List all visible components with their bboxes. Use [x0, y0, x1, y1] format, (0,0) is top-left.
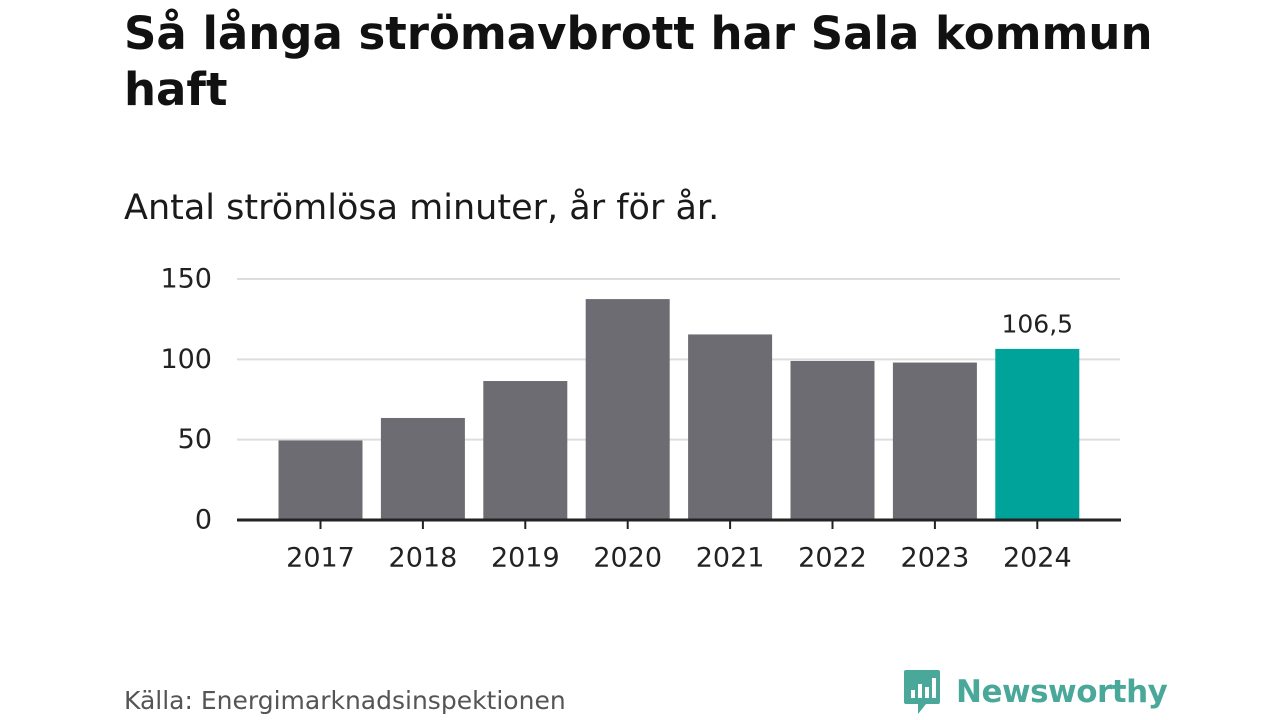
chart-subtitle: Antal strömlösa minuter, år för år. [124, 188, 720, 228]
bar [585, 299, 670, 520]
y-tick-label: 100 [160, 344, 212, 375]
x-tick-label: 2018 [389, 543, 458, 574]
bar-chart: 0 50 100 150 2017 2018 2019 2020 2021 2022 2023 202… [160, 264, 1121, 574]
bar [483, 381, 568, 520]
bar [688, 334, 773, 520]
y-tick-label: 150 [160, 264, 212, 295]
x-tick-label: 2017 [286, 543, 355, 574]
x-tick-label: 2022 [798, 543, 867, 574]
chart-title: Så långa strömavbrott har Sala kommun ha… [124, 7, 1153, 116]
bar [995, 348, 1080, 520]
y-tick-label: 0 [195, 505, 212, 536]
x-tick-label: 2020 [593, 543, 662, 574]
bar [892, 362, 977, 520]
bar [380, 417, 465, 520]
newsworthy-logo: Newsworthy [902, 668, 1168, 716]
brand-name: Newsworthy [956, 674, 1168, 710]
bar [790, 360, 875, 520]
newsworthy-logo-icon [904, 670, 940, 714]
y-tick-label: 50 [178, 424, 212, 455]
bar [278, 440, 363, 520]
x-tick-label: 2021 [696, 543, 765, 574]
source-note: Källa: Energimarknadsinspektionen [124, 686, 566, 715]
x-tick-label: 2024 [1003, 543, 1072, 574]
x-tick-label: 2019 [491, 543, 560, 574]
data-label: 106,5 [1002, 309, 1074, 338]
x-tick-label: 2023 [901, 543, 970, 574]
